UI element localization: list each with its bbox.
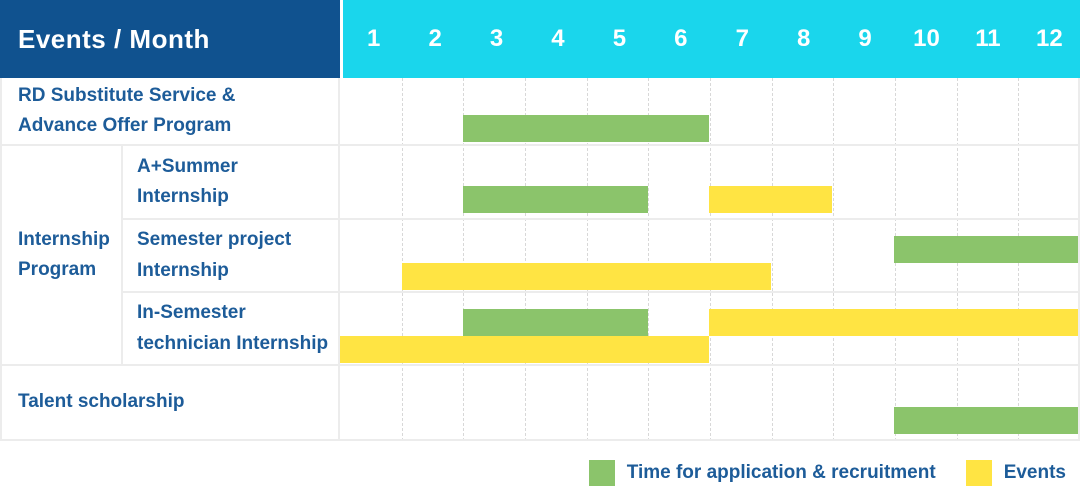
month-label: 5	[612, 25, 627, 52]
gantt-bar-event	[709, 308, 1078, 336]
gantt-row-in-semester-technician-internship	[340, 293, 1080, 366]
gantt-row-semester-project-internship	[340, 220, 1080, 293]
legend: Time for application & recruitment Event…	[0, 441, 1080, 494]
row-label-text: In-Semester technician Internship	[137, 302, 329, 354]
month-label: 4	[551, 25, 565, 52]
row-label-text: RD Substitute Service & Advance Offer Pr…	[18, 84, 236, 136]
month-label: 1	[367, 25, 381, 52]
month-label: 7	[735, 25, 749, 52]
row-label-text: A+Summer Internship	[137, 155, 238, 207]
month-label: 3	[489, 25, 504, 52]
sublabel-semester-project-internship: Semester project Internship	[123, 220, 340, 293]
events-month-header: Events / Month	[0, 0, 340, 78]
application-legend-swatch	[588, 459, 615, 486]
month-label: 11	[975, 25, 1001, 52]
group-label-text: Internship Program	[18, 228, 110, 280]
gantt-bar-application	[463, 186, 648, 214]
gantt-bar-event	[401, 263, 771, 291]
application-legend-label: Time for application & recruitment	[626, 461, 936, 483]
gantt-row-a-summer-internship	[340, 146, 1080, 220]
month-label: 6	[674, 25, 688, 52]
month-label: 10	[913, 25, 940, 52]
events-legend-swatch	[965, 459, 992, 486]
month-label: 12	[1036, 25, 1063, 52]
events-legend-label: Events	[1003, 461, 1066, 483]
row-label-text: Semester project Internship	[137, 229, 292, 281]
gantt-bar-application	[463, 114, 709, 142]
gantt-bar-event	[709, 186, 832, 214]
events-month-header-label: Events / Month	[18, 23, 210, 54]
row-label-text: Talent scholarship	[18, 391, 185, 413]
gantt-bar-application	[463, 308, 648, 336]
month-label: 8	[796, 25, 811, 52]
gantt-row-talent-scholarship	[340, 366, 1080, 441]
row-label-talent-scholarship: Talent scholarship	[0, 366, 340, 441]
group-label-internship-program: Internship Program	[0, 146, 123, 366]
gantt-row-rd-substitute	[340, 78, 1080, 146]
gantt-bar-application	[893, 235, 1078, 263]
sublabel-in-semester-technician-internship: In-Semester technician Internship	[123, 293, 340, 366]
gantt-bar-application	[893, 406, 1078, 434]
month-label: 2	[428, 25, 442, 52]
months-header-strip: 1 2 3 4 5 6 7 8 9 10 11 12	[340, 0, 1080, 78]
row-label-rd-substitute: RD Substitute Service & Advance Offer Pr…	[0, 78, 340, 146]
month-label: 9	[858, 25, 872, 52]
sublabel-a-summer-internship: A+Summer Internship	[123, 146, 340, 220]
gantt-bar-event	[340, 336, 709, 364]
